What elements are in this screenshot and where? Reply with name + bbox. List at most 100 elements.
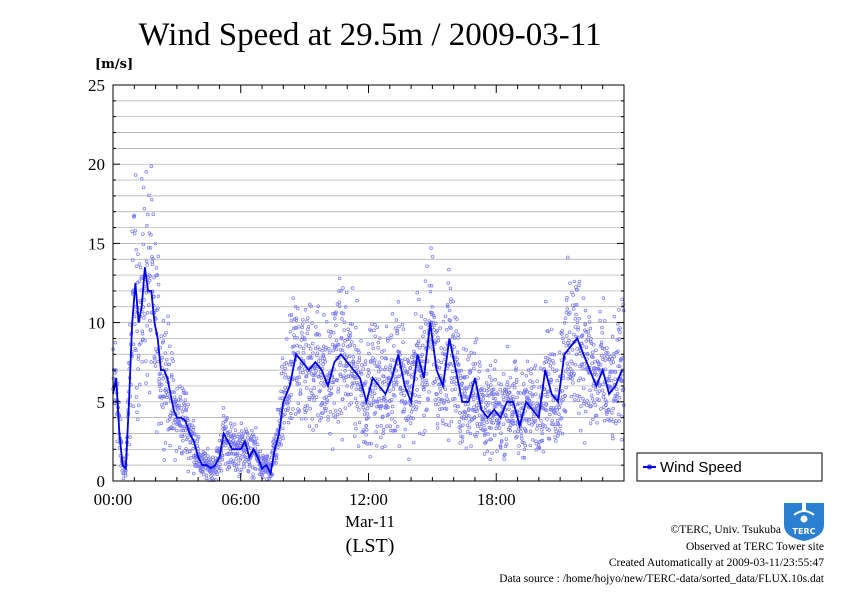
raw-sample-point xyxy=(456,336,460,340)
raw-sample-point xyxy=(218,462,222,467)
raw-sample-point xyxy=(472,415,477,419)
raw-sample-point xyxy=(452,336,457,340)
raw-sample-point xyxy=(464,395,469,400)
raw-sample-point xyxy=(318,356,323,360)
raw-sample-point xyxy=(430,311,434,315)
raw-sample-point xyxy=(576,325,580,330)
raw-sample-point xyxy=(568,311,572,315)
x-tick-label: 00:00 xyxy=(94,490,133,509)
raw-sample-point xyxy=(239,456,243,460)
terc-logo: TERC xyxy=(784,503,824,541)
x-axis-date-label: Mar-11 xyxy=(345,512,395,531)
raw-sample-point xyxy=(313,364,318,369)
raw-sample-point xyxy=(493,396,497,401)
raw-sample-point xyxy=(353,325,358,330)
raw-sample-point xyxy=(164,401,169,405)
raw-sample-point xyxy=(191,428,195,433)
raw-sample-point xyxy=(514,380,519,384)
raw-sample-point xyxy=(487,388,491,392)
raw-sample-point xyxy=(433,340,438,345)
raw-sample-point xyxy=(141,232,145,236)
raw-sample-point xyxy=(435,328,440,333)
raw-sample-point xyxy=(461,346,466,351)
raw-sample-point xyxy=(516,427,521,431)
raw-sample-point xyxy=(372,391,377,396)
raw-sample-point xyxy=(181,438,185,443)
series-layer xyxy=(112,267,623,476)
raw-sample-point xyxy=(183,391,187,395)
raw-sample-point xyxy=(334,323,338,328)
raw-sample-point xyxy=(195,436,200,441)
raw-sample-point xyxy=(583,322,588,326)
raw-sample-point xyxy=(585,403,589,407)
raw-sample-point xyxy=(339,348,343,352)
raw-sample-point xyxy=(354,426,358,431)
raw-sample-point xyxy=(185,435,190,440)
raw-sample-point xyxy=(367,351,371,356)
raw-sample-point xyxy=(312,366,317,371)
raw-sample-point xyxy=(572,372,576,376)
raw-sample-point xyxy=(392,358,396,363)
raw-sample-point xyxy=(451,369,455,374)
raw-sample-point xyxy=(441,421,445,426)
raw-sample-point xyxy=(544,402,549,406)
raw-sample-point xyxy=(467,425,472,430)
raw-sample-point xyxy=(605,354,610,359)
raw-sample-point xyxy=(411,403,416,407)
raw-sample-point xyxy=(289,312,294,317)
raw-sample-point xyxy=(331,413,336,417)
raw-sample-point xyxy=(583,308,588,313)
raw-sample-point xyxy=(549,327,554,332)
raw-sample-point xyxy=(415,388,419,392)
raw-sample-point xyxy=(460,435,465,439)
raw-sample-point xyxy=(462,414,466,419)
raw-sample-point xyxy=(320,400,325,405)
raw-sample-point xyxy=(497,420,502,425)
raw-sample-point xyxy=(177,398,181,402)
raw-sample-point xyxy=(443,387,448,392)
raw-sample-point xyxy=(139,177,144,181)
raw-sample-point xyxy=(561,340,566,345)
raw-sample-point xyxy=(143,312,147,316)
raw-sample-point xyxy=(279,389,283,394)
raw-sample-point xyxy=(543,424,547,428)
raw-sample-point xyxy=(596,367,601,371)
raw-sample-point xyxy=(595,397,600,401)
raw-sample-point xyxy=(347,336,351,341)
raw-sample-point xyxy=(316,345,320,349)
raw-sample-point xyxy=(301,350,306,355)
raw-sample-point xyxy=(367,441,372,446)
raw-sample-point xyxy=(565,296,569,300)
raw-sample-point xyxy=(563,316,568,320)
raw-sample-point xyxy=(600,325,604,330)
raw-sample-point xyxy=(447,267,451,272)
raw-sample-point xyxy=(247,464,252,468)
raw-sample-point xyxy=(332,316,337,321)
raw-sample-point xyxy=(508,390,512,395)
raw-sample-point xyxy=(339,411,344,415)
raw-sample-point xyxy=(444,393,449,397)
raw-sample-point xyxy=(310,417,315,421)
raw-sample-point xyxy=(580,333,585,337)
raw-sample-point xyxy=(297,381,302,386)
raw-sample-point xyxy=(176,411,180,416)
raw-sample-point xyxy=(286,420,291,425)
raw-sample-point xyxy=(616,412,621,417)
raw-sample-point xyxy=(360,402,364,406)
raw-sample-point xyxy=(390,410,394,414)
raw-sample-point xyxy=(361,367,365,371)
raw-sample-point xyxy=(447,423,451,427)
raw-sample-point xyxy=(156,254,160,259)
raw-sample-point xyxy=(590,361,594,366)
raw-sample-point xyxy=(229,425,234,429)
raw-sample-point xyxy=(386,339,390,343)
raw-sample-point xyxy=(611,419,615,424)
raw-sample-point xyxy=(148,245,153,250)
y-tick-label: 20 xyxy=(88,155,105,174)
raw-sample-point xyxy=(133,173,138,177)
raw-sample-point xyxy=(182,401,186,406)
legend-box xyxy=(636,452,823,482)
raw-sample-point xyxy=(189,456,193,460)
raw-sample-point xyxy=(465,375,469,379)
raw-sample-point xyxy=(342,320,347,325)
